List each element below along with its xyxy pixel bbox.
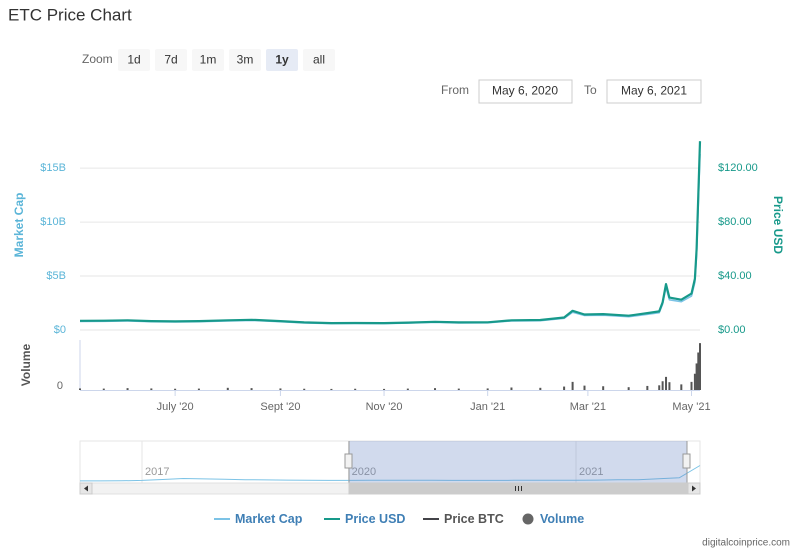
- legend-label[interactable]: Market Cap: [235, 512, 303, 526]
- volume-bar: [174, 388, 177, 390]
- zoom-button-label: all: [313, 53, 325, 67]
- to-date: May 6, 2021: [621, 84, 687, 98]
- volume-bar: [563, 386, 566, 390]
- credit: digitalcoinprice.com: [702, 538, 790, 549]
- x-tick-label: Nov '20: [366, 401, 403, 413]
- y-axis-title: Volume: [19, 343, 33, 386]
- volume-bar: [434, 388, 437, 390]
- volume-bar: [150, 388, 153, 390]
- x-tick-label: Jan '21: [470, 401, 505, 413]
- zoom-button-label: 1d: [127, 53, 140, 67]
- volume-bar: [646, 385, 649, 390]
- y2-tick-label: $40.00: [718, 270, 752, 282]
- volume-bar: [383, 388, 386, 390]
- from-input[interactable]: [478, 79, 573, 104]
- navigator: [79, 440, 701, 484]
- volume-bar: [668, 382, 671, 390]
- x-tick-label: May '21: [672, 401, 710, 413]
- volume-bar: [571, 381, 574, 390]
- volume-bar: [627, 387, 630, 390]
- zoom-button[interactable]: [303, 49, 335, 71]
- volume-bar: [79, 388, 81, 390]
- volume-bar: [695, 363, 698, 390]
- zoom-button-label: 1m: [200, 53, 217, 67]
- volume-bar: [102, 388, 105, 390]
- volume-bar: [197, 388, 200, 390]
- volume-bar: [354, 388, 357, 390]
- zoom-button-label: 7d: [164, 53, 177, 67]
- volume-bar: [583, 385, 586, 390]
- navigator-label: 2020: [352, 466, 376, 478]
- y2-tick-label: $120.00: [718, 162, 758, 174]
- y2-tick-label: $80.00: [718, 216, 752, 228]
- volume-bar: [602, 386, 605, 390]
- volume-bar: [279, 388, 282, 390]
- y-tick-label: $0: [54, 324, 66, 336]
- zoom-button[interactable]: [266, 49, 298, 71]
- zoom-button[interactable]: [118, 49, 150, 71]
- navigator-handle[interactable]: [682, 453, 691, 469]
- to-label: To: [584, 83, 597, 97]
- volume-bar: [699, 343, 701, 390]
- legend-label[interactable]: Price BTC: [444, 512, 504, 526]
- chart-title: ETC Price Chart: [8, 5, 132, 24]
- navigator-selection[interactable]: [349, 441, 687, 483]
- volume-bar: [690, 381, 693, 390]
- legend-symbol[interactable]: [522, 513, 534, 525]
- zoom-button[interactable]: [192, 49, 224, 71]
- volume-bar: [486, 388, 489, 390]
- scrollbar-grip: [515, 486, 522, 491]
- y-tick-label: $5B: [46, 270, 66, 282]
- y-tick-label: $10B: [40, 216, 66, 228]
- navigator-label: 2017: [145, 466, 169, 478]
- y-tick-label: 0: [57, 380, 63, 392]
- zoom-button[interactable]: [155, 49, 187, 71]
- legend-label[interactable]: Volume: [540, 512, 584, 526]
- volume-bar: [330, 388, 333, 390]
- navigator-handle[interactable]: [344, 453, 353, 469]
- volume-bar: [303, 388, 306, 390]
- zoom-button-label: 3m: [237, 53, 254, 67]
- volume-bar: [406, 388, 409, 390]
- navigator-label: 2021: [579, 466, 603, 478]
- zoom-label: Zoom: [82, 52, 113, 66]
- from-date: May 6, 2020: [492, 84, 558, 98]
- navigator-series: 2017 2020 2021: [80, 441, 701, 483]
- y2-axis-title: Price USD: [771, 196, 785, 254]
- volume-bar: [539, 387, 542, 390]
- volume-bar: [680, 384, 683, 390]
- y2-tick-label: $0.00: [718, 324, 746, 336]
- scrollbar-right-arrow: [692, 485, 696, 492]
- x-tick-label: Mar '21: [570, 401, 606, 413]
- series-line: [79, 141, 702, 325]
- x-tick-label: Sept '20: [260, 401, 300, 413]
- y-tick-label: $15B: [40, 162, 66, 174]
- y-axis-title: Market Cap: [12, 193, 26, 258]
- volume-bar: [661, 381, 664, 390]
- volume-bar: [697, 352, 700, 390]
- volume-bar: [250, 388, 253, 390]
- volume-bar: [665, 376, 668, 390]
- volume-bar: [510, 387, 513, 390]
- to-input[interactable]: [606, 79, 702, 104]
- zoom-button-label: 1y: [275, 53, 289, 67]
- zoom-button[interactable]: [229, 49, 261, 71]
- volume-bar: [693, 373, 696, 390]
- volume-bar: [126, 388, 129, 390]
- navigator-line: [80, 465, 701, 482]
- from-label: From: [441, 83, 469, 97]
- x-tick-label: July '20: [157, 401, 194, 413]
- legend-label[interactable]: Price USD: [345, 512, 405, 526]
- volume-bar: [457, 388, 460, 390]
- volume-bar: [658, 385, 661, 390]
- volume-bar: [226, 387, 229, 390]
- scrollbar-left-arrow: [84, 485, 88, 492]
